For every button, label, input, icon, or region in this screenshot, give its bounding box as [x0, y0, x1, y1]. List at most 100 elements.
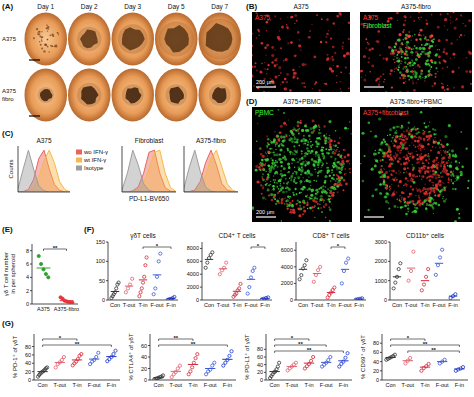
- cell: [299, 121, 302, 124]
- cell: [300, 120, 302, 122]
- cell: [293, 137, 296, 140]
- cell: [416, 132, 418, 134]
- cell: [319, 129, 321, 131]
- cell: [465, 25, 467, 27]
- cell: [442, 145, 445, 148]
- cell: [414, 147, 415, 148]
- cell: [412, 188, 415, 191]
- cell: [389, 128, 392, 131]
- cell: [436, 53, 438, 55]
- cell: [316, 137, 318, 139]
- cell: [296, 158, 297, 159]
- cell: [403, 156, 405, 158]
- cell: [425, 208, 428, 211]
- cell: [332, 152, 334, 154]
- cell: [453, 87, 455, 89]
- cell: [435, 185, 437, 187]
- cell: [455, 178, 456, 179]
- cell: [408, 160, 410, 162]
- cell: [400, 49, 402, 51]
- cell: [306, 153, 307, 154]
- cell: [304, 142, 306, 144]
- cell: [393, 135, 395, 137]
- cell: [296, 138, 299, 141]
- cell: [451, 181, 452, 182]
- cell: [293, 72, 296, 75]
- cell: [261, 42, 264, 45]
- cell: [401, 198, 403, 200]
- cell: [258, 166, 260, 168]
- cell: [431, 85, 433, 87]
- cell: [286, 73, 289, 76]
- cell: [293, 133, 294, 134]
- cell: [340, 163, 342, 165]
- cell: [292, 192, 294, 194]
- cell: [383, 138, 385, 140]
- cell: [447, 29, 449, 31]
- cell: [425, 62, 428, 65]
- cell: [37, 34, 39, 36]
- cell: [329, 175, 331, 177]
- cell: [436, 166, 439, 169]
- cell: [365, 75, 366, 76]
- cell: [413, 145, 414, 146]
- scale-bar: [29, 115, 40, 116]
- cell: [401, 191, 404, 194]
- cell: [446, 39, 448, 41]
- cell: [406, 202, 409, 205]
- cell: [411, 142, 412, 143]
- cell: [321, 192, 323, 194]
- cell: [399, 195, 401, 197]
- cell: [331, 203, 332, 204]
- cell: [388, 149, 390, 151]
- cell: [329, 146, 332, 149]
- cell: [266, 183, 268, 185]
- cell: [439, 183, 442, 186]
- spheroid-halo: [118, 24, 148, 54]
- cell: [293, 153, 295, 155]
- cell: [378, 152, 380, 154]
- cell: [297, 125, 300, 128]
- cell: [310, 185, 311, 186]
- cell: [307, 161, 310, 164]
- cell: [427, 39, 429, 41]
- cell: [425, 63, 427, 65]
- cell: [454, 27, 457, 30]
- cell: [438, 56, 441, 59]
- cell: [273, 188, 275, 190]
- cell: [409, 64, 411, 66]
- cell: [384, 195, 387, 198]
- cell: [396, 130, 397, 131]
- cell: [441, 160, 443, 162]
- cell: [446, 186, 447, 187]
- cell: [391, 47, 392, 48]
- micrograph: [252, 12, 350, 92]
- cell: [262, 177, 264, 179]
- micrograph-bg: [360, 12, 472, 92]
- cell: [386, 59, 388, 61]
- cell: [424, 80, 425, 81]
- cell: [302, 200, 305, 203]
- cell: [440, 164, 443, 167]
- cell: [326, 170, 329, 173]
- cell: [379, 183, 382, 186]
- cell: [363, 155, 365, 157]
- cell: [275, 179, 277, 181]
- cell: [300, 173, 302, 175]
- cell: [322, 189, 324, 191]
- cell: [326, 152, 329, 155]
- cell: [282, 187, 284, 189]
- cell: [405, 129, 408, 132]
- cell: [437, 151, 440, 154]
- image-title: A375+PBMC: [283, 98, 321, 105]
- cell: [271, 168, 272, 169]
- cell: [440, 13, 442, 15]
- cell: [382, 73, 384, 75]
- cell: [253, 85, 255, 87]
- cell: [316, 14, 318, 16]
- cell: [453, 175, 455, 177]
- cell: [279, 154, 281, 156]
- cell: [437, 169, 439, 171]
- cell: [304, 86, 306, 88]
- cell: [256, 181, 259, 184]
